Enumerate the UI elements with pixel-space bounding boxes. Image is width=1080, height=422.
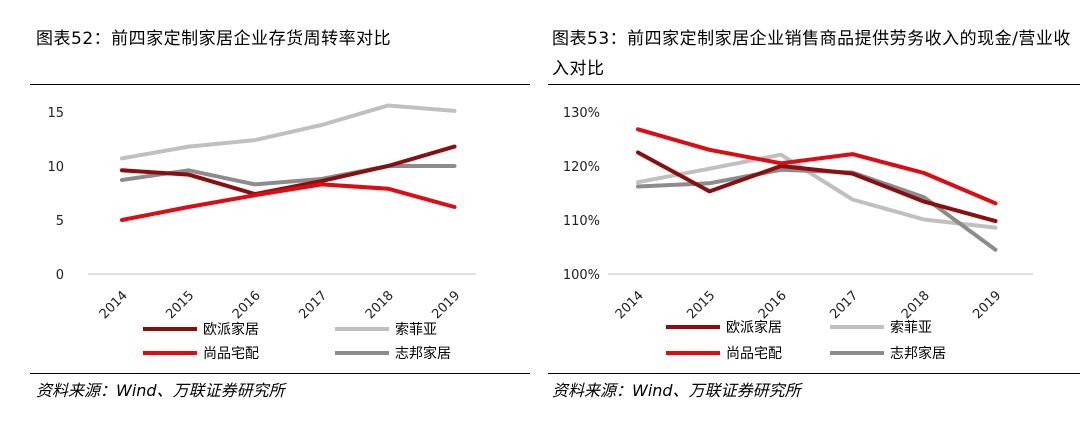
series-line-1 [120,103,457,161]
x-tick-label: 2016 [756,288,790,322]
right-bottom-rule [548,373,1080,374]
y-tick-label: 120% [563,160,600,175]
series-line-2 [636,127,998,206]
x-tick-label: 2015 [163,288,197,322]
right-source-note: 资料来源：Wind、万联证券研究所 [552,381,801,400]
legend-label: 欧派家居 [203,321,259,338]
series-line-1 [636,152,998,230]
legend-label: 志邦家居 [395,345,451,362]
y-tick-label: 5 [56,214,64,229]
left-chart: 0 5 10 15 2014 2015 2016 2017 2018 2019 欧派家居 索菲亚尚品宅… [47,103,476,362]
left-source-note: 资料来源：Wind、万联证券研究所 [36,381,285,400]
x-tick-label: 2017 [296,288,330,322]
x-tick-label: 2018 [363,288,397,322]
y-tick-label: 15 [47,106,64,121]
y-tick-label: 10 [47,160,64,175]
x-tick-label: 2018 [899,288,933,322]
y-tick-label: 0 [56,268,64,283]
y-tick-label: 110% [563,214,600,229]
left-top-rule [30,84,530,85]
legend-label: 索菲亚 [395,321,437,338]
series-line-0 [120,144,457,197]
series-line-2 [120,182,457,222]
right-chart: 100% 110% 120% 130% 2014 2015 2016 2017 2018 2019… [563,106,1033,362]
legend-label: 尚品宅配 [203,346,259,362]
x-tick-label: 2017 [827,288,861,322]
left-panel: 图表52：前四家定制家居企业存货周转率对比 0 5 10 15 2014 2015 2016… [0,0,530,422]
left-bottom-rule [30,373,530,374]
right-top-rule [548,84,1080,85]
y-tick-label: 100% [563,268,600,283]
series-line-0 [636,150,998,224]
x-tick-label: 2016 [230,288,264,322]
x-tick-label: 2019 [429,288,463,322]
legend-label: 欧派家居 [726,319,782,336]
x-tick-label: 2014 [97,288,131,322]
right-panel: 图表53：前四家定制家居企业销售商品提供劳务收入的现金/营业收入对比 100% 1… [548,0,1080,422]
legend-label: 尚品宅配 [726,346,782,362]
x-tick-label: 2014 [613,288,647,322]
legend-label: 志邦家居 [890,345,946,362]
left-chart-title: 图表52：前四家定制家居企业存货周转率对比 [36,29,392,49]
legend-label: 索菲亚 [890,319,932,336]
x-tick-label: 2015 [684,288,718,322]
y-tick-label: 130% [563,106,600,121]
x-tick-label: 2019 [970,288,1004,322]
right-chart-title: 图表53：前四家定制家居企业销售商品提供劳务收入的现金/营业收入对比 [552,29,1071,79]
